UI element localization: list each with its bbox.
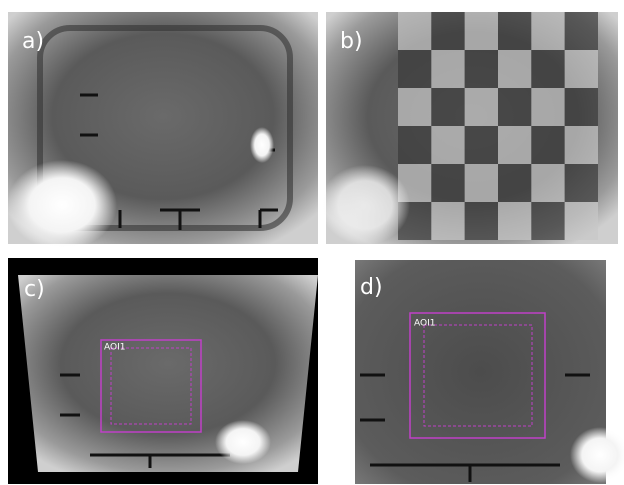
panel-a: a) [7, 12, 318, 250]
checker-square [465, 12, 498, 50]
checker-square [465, 126, 498, 164]
panel-c: AOI1 c) [8, 258, 318, 484]
checker-square [531, 202, 564, 240]
checker-square [498, 164, 531, 202]
figure: a) b) AOI1 c) AOI1 d) [0, 0, 624, 485]
checkerboard [398, 12, 598, 240]
checker-square [531, 88, 564, 126]
panel-d: AOI1 d) [355, 260, 624, 484]
checker-square [465, 88, 498, 126]
checker-square [498, 50, 531, 88]
checker-square [431, 88, 464, 126]
panel-b: b) [320, 12, 618, 245]
checker-square [531, 50, 564, 88]
checker-square [498, 12, 531, 50]
checker-square [431, 50, 464, 88]
checker-square [465, 202, 498, 240]
checker-square [431, 202, 464, 240]
aoi-label: AOI1 [104, 343, 125, 353]
checker-square [431, 126, 464, 164]
checker-square [565, 126, 598, 164]
checker-square [431, 12, 464, 50]
checker-square [498, 202, 531, 240]
aoi-label: AOI1 [414, 319, 435, 329]
checker-square [398, 88, 431, 126]
checker-square [565, 50, 598, 88]
panel-label: a) [22, 29, 44, 54]
panel-label: b) [340, 29, 363, 54]
panel-label: d) [360, 275, 383, 300]
checker-square [565, 164, 598, 202]
photo [355, 260, 606, 484]
checker-square [531, 12, 564, 50]
checker-square [531, 164, 564, 202]
checker-square [498, 88, 531, 126]
checker-square [498, 126, 531, 164]
checker-square [398, 12, 431, 50]
checker-square [398, 126, 431, 164]
checker-square [465, 164, 498, 202]
checker-square [565, 88, 598, 126]
checker-square [531, 126, 564, 164]
checker-square [398, 50, 431, 88]
checker-square [565, 202, 598, 240]
checker-square [431, 164, 464, 202]
panel-label: c) [24, 277, 45, 302]
checker-square [465, 50, 498, 88]
checker-square [565, 12, 598, 50]
